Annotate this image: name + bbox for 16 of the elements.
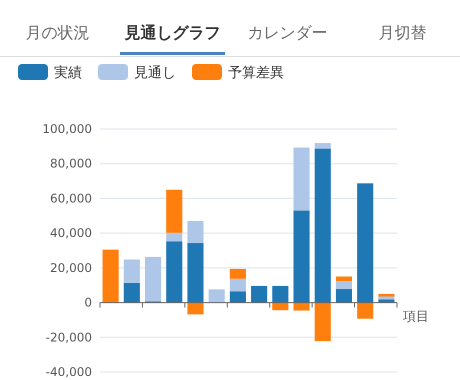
text: 見通しグラフ — [124, 23, 220, 42]
x-axis-title: 項目 — [402, 310, 429, 325]
legend-label: 予算差異 — [228, 65, 284, 81]
y-tick-label: 80,000 — [50, 156, 92, 171]
y-tick-label: 60,000 — [50, 191, 92, 206]
y-tick-label: 0 — [84, 296, 92, 310]
y-tick-label: 40,000 — [50, 226, 92, 240]
text: 月切替 — [378, 23, 426, 42]
text: 月の状況 — [26, 23, 90, 42]
y-tick-label: -20,000 — [46, 330, 92, 344]
y-tick-label: 20,000 — [50, 260, 92, 275]
legend-label: 実績 — [54, 65, 82, 81]
legend-label: 見通し — [134, 65, 176, 81]
y-tick-label: 100,000 — [42, 122, 92, 136]
y-tick-label: -40,000 — [46, 365, 92, 379]
text: カレンダー — [248, 23, 328, 42]
